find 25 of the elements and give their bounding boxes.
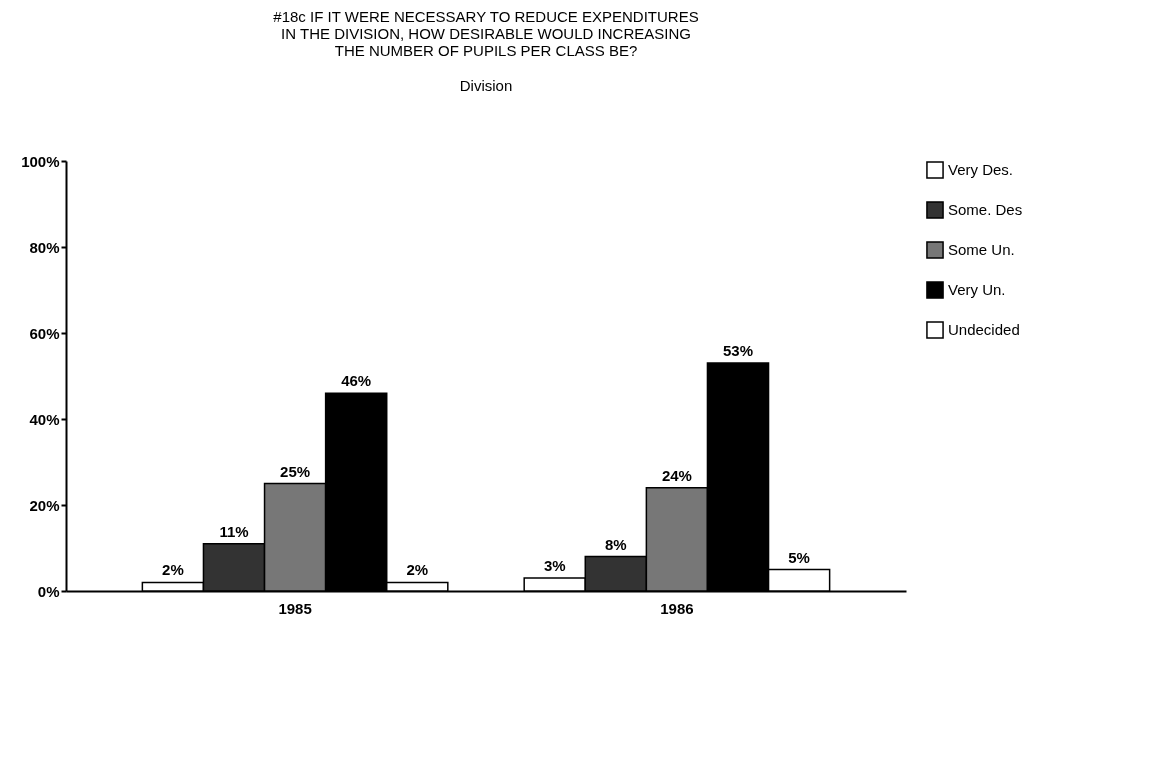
data-label: 24% <box>661 466 692 484</box>
data-label: 11% <box>219 522 249 540</box>
y-tick-label: 20% <box>29 496 60 514</box>
y-tick-label: 60% <box>29 324 60 342</box>
y-tick-label: 80% <box>29 238 60 256</box>
data-label: 3% <box>543 557 566 575</box>
x-tick-label: 1986 <box>660 599 694 617</box>
chart-title: #18c IF IT WERE NECESSARY TO REDUCE EXPENDITURES IN THE DIVISION, HOW DESIRABLE WOULD INCREASING THE NUMBER OF PUPILS PER CLASS BE? <box>273 8 699 59</box>
y-tick-label: 40% <box>29 410 60 428</box>
legend-label: Undecided <box>948 321 1020 338</box>
legend-label: Very Un. <box>948 281 1006 298</box>
data-label: 53% <box>722 342 754 360</box>
data-label: 5% <box>788 548 810 566</box>
x-tick-label: 1985 <box>278 599 312 617</box>
data-label: 2% <box>162 561 184 579</box>
legend-label: Very Des. <box>948 161 1014 178</box>
data-label: 25% <box>280 462 311 480</box>
y-tick-label: 0% <box>37 582 60 600</box>
data-label: 46% <box>341 372 372 390</box>
data-label: 8% <box>604 535 627 553</box>
data-label: 2% <box>406 561 429 579</box>
legend-label: Some. Des <box>948 201 1023 218</box>
y-tick-label: 100% <box>21 152 60 170</box>
legend-label: Some Un. <box>948 241 1015 258</box>
chart-subtitle: Division <box>459 77 513 94</box>
